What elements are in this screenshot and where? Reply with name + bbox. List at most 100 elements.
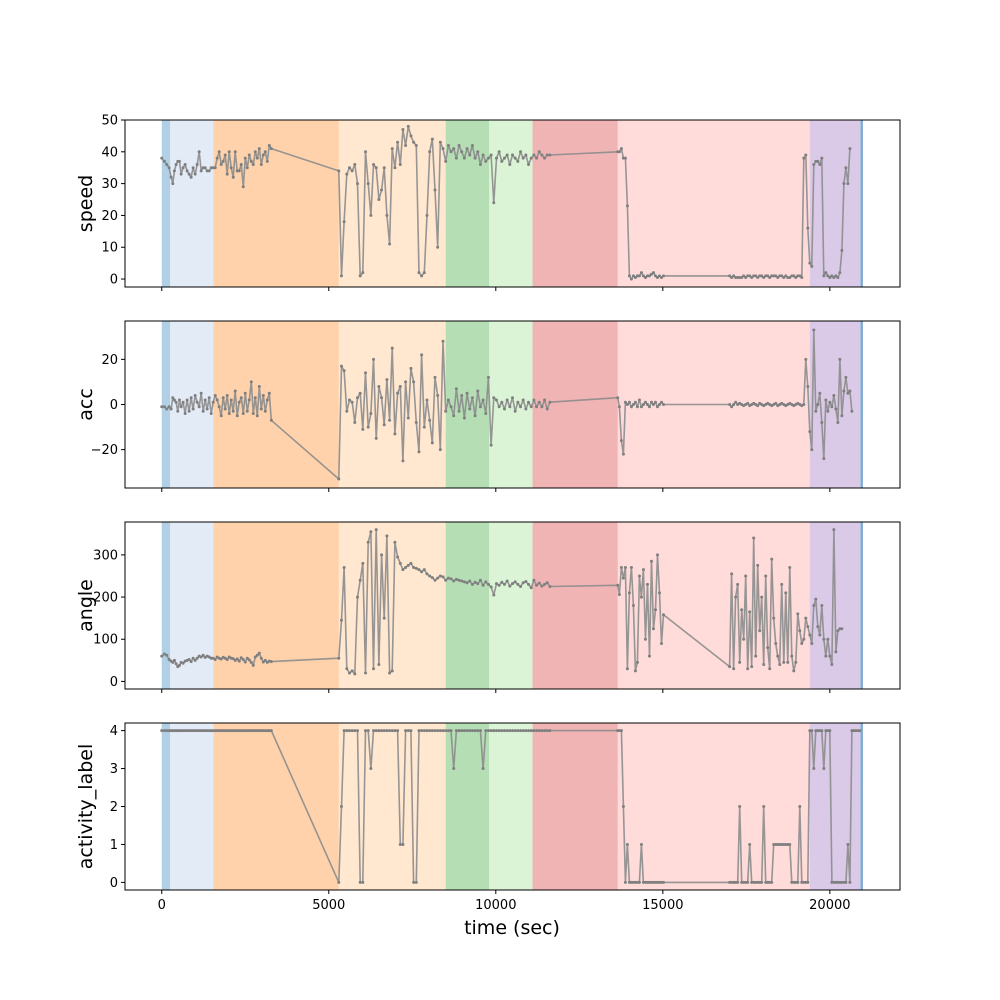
data-point — [860, 0, 863, 2]
data-point — [201, 409, 205, 413]
data-point — [215, 156, 219, 160]
data-point — [637, 880, 641, 884]
y-tick-label: 2 — [110, 800, 118, 815]
data-point — [806, 226, 810, 230]
segment-band — [445, 321, 490, 488]
data-point — [179, 405, 183, 409]
data-point — [366, 729, 370, 733]
data-point — [393, 166, 397, 170]
data-point — [486, 729, 490, 733]
data-point — [770, 557, 774, 561]
data-point — [543, 582, 547, 586]
data-point — [369, 530, 373, 534]
data-point — [404, 566, 408, 570]
data-point — [639, 842, 643, 846]
data-point — [436, 393, 440, 397]
data-point — [465, 147, 469, 151]
data-point — [637, 274, 641, 278]
data-point — [524, 407, 528, 411]
data-point — [191, 656, 195, 660]
data-point — [441, 147, 445, 151]
data-point — [203, 398, 207, 402]
data-point — [521, 729, 525, 733]
data-point — [500, 400, 504, 404]
data-point — [425, 213, 429, 217]
data-point — [513, 580, 517, 584]
data-point — [221, 396, 225, 400]
data-point — [812, 604, 816, 607]
data-point — [177, 159, 181, 163]
data-point — [500, 159, 504, 163]
data-point — [237, 169, 241, 173]
data-point — [481, 583, 485, 587]
data-point — [468, 153, 472, 157]
data-point — [796, 612, 800, 616]
data-point — [245, 166, 249, 170]
data-point — [802, 637, 806, 641]
data-point — [382, 423, 386, 427]
data-point — [826, 637, 830, 641]
data-point — [651, 627, 655, 631]
data-point — [651, 403, 655, 406]
data-point — [217, 150, 221, 154]
data-point — [521, 156, 525, 160]
data-point — [353, 672, 357, 676]
data-point — [810, 641, 814, 645]
data-point — [253, 655, 257, 659]
data-point — [513, 409, 517, 413]
data-point — [521, 581, 525, 585]
data-point — [369, 412, 373, 416]
data-point — [826, 409, 830, 413]
data-point — [836, 629, 840, 633]
data-point — [842, 182, 846, 186]
data-point — [269, 660, 273, 664]
data-point — [818, 633, 822, 637]
data-point — [621, 805, 625, 808]
data-point — [486, 156, 490, 160]
data-point — [428, 729, 432, 733]
data-point — [372, 163, 376, 167]
data-point — [251, 412, 255, 416]
data-point — [261, 153, 265, 157]
data-point — [473, 580, 477, 584]
segment-band — [161, 321, 171, 488]
segment-band — [860, 723, 863, 890]
data-point — [243, 156, 247, 160]
data-point — [404, 729, 408, 733]
data-point — [768, 667, 772, 671]
axes-frame — [124, 521, 901, 690]
data-point — [806, 880, 810, 884]
data-point — [830, 274, 834, 278]
data-point — [345, 667, 349, 671]
data-point — [540, 729, 544, 733]
data-point — [356, 595, 359, 599]
data-point — [406, 729, 410, 733]
data-point — [267, 143, 271, 147]
data-point — [856, 0, 859, 2]
segment-band — [489, 120, 533, 287]
data-point — [750, 275, 754, 279]
x-tick-label: 5000 — [312, 898, 345, 913]
data-point — [633, 669, 637, 673]
data-point — [398, 561, 402, 565]
data-point — [162, 729, 166, 733]
data-point — [207, 169, 211, 173]
data-point — [627, 274, 631, 278]
data-point — [651, 271, 655, 275]
data-point — [398, 384, 402, 388]
data-point — [229, 398, 233, 402]
data-point — [470, 582, 474, 586]
data-point — [649, 559, 653, 563]
data-point — [414, 566, 418, 570]
data-point — [497, 405, 501, 409]
data-point — [398, 163, 402, 167]
data-point — [543, 156, 547, 160]
data-point — [524, 729, 528, 733]
data-point — [846, 0, 849, 2]
data-point — [740, 275, 744, 279]
y-tick-label: 3 — [110, 762, 118, 777]
data-point — [834, 274, 838, 278]
data-point — [617, 593, 621, 597]
data-point — [189, 175, 193, 179]
